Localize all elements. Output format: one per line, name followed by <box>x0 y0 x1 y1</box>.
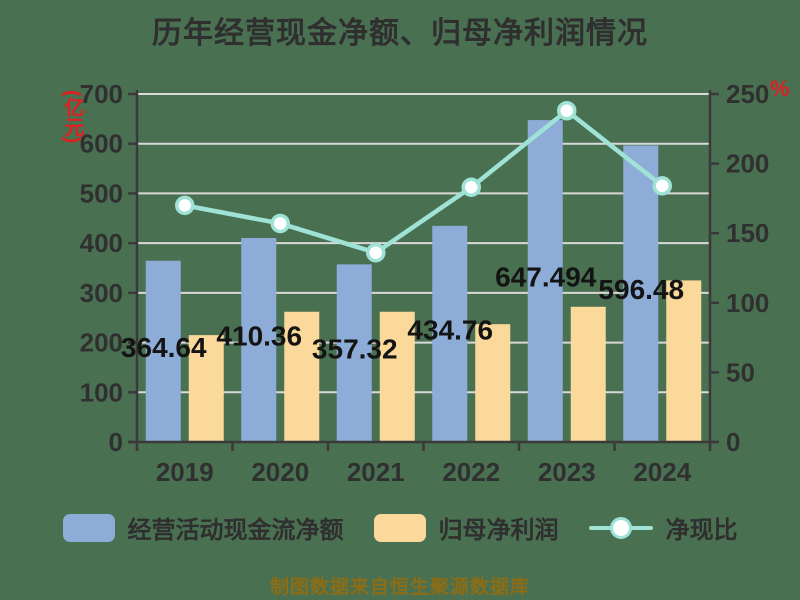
legend-swatch-blue-bar <box>62 513 115 542</box>
line-marker <box>366 242 386 263</box>
bar-net-profit <box>188 335 224 442</box>
left-axis-tick-label: 0 <box>109 427 123 457</box>
x-axis-category-label: 2023 <box>538 457 596 487</box>
line-marker <box>461 177 481 198</box>
bar-data-label: 596.48 <box>598 274 684 305</box>
bar-operating-cash-flow <box>336 264 372 442</box>
left-axis-tick-label: 100 <box>80 377 123 407</box>
chart-title: 历年经营现金净额、归母净利润情况 <box>152 17 648 50</box>
right-axis-unit-label: % <box>770 76 790 101</box>
line-marker <box>557 100 577 121</box>
left-axis-tick-label: 500 <box>80 178 123 208</box>
right-axis-tick-label: 150 <box>726 218 769 248</box>
bar-data-label: 357.32 <box>312 334 398 365</box>
legend-item-net-cash-ratio[interactable]: 净现比 <box>588 510 738 545</box>
legend-label-net-profit: 归母净利润 <box>438 517 559 544</box>
bar-operating-cash-flow <box>241 237 277 442</box>
x-axis-category-label: 2021 <box>347 457 405 487</box>
legend-line-marker-icon <box>588 514 653 542</box>
left-axis-tick-label: 700 <box>80 79 123 109</box>
left-axis-unit-label: (亿元) <box>61 90 83 144</box>
bar-net-profit <box>570 306 606 442</box>
legend-swatch-yellow-bar <box>373 513 426 542</box>
bar-operating-cash-flow <box>527 120 563 442</box>
x-axis-category-label: 2020 <box>251 457 309 487</box>
line-marker <box>652 176 672 196</box>
source-note: 制图数据来自恒生聚源数据库 <box>269 577 530 598</box>
left-axis-tick-label: 400 <box>80 228 123 258</box>
bar-data-label: 434.76 <box>407 314 493 345</box>
right-axis-tick-label: 250 <box>726 79 769 109</box>
combo-chart-plot: 0 100 200 300 400 500 600 700 0 50 100 150 200 250 201… <box>80 79 770 487</box>
right-axis-tick-label: 200 <box>726 149 769 179</box>
bar-data-label: 410.36 <box>216 320 302 351</box>
x-axis-category-label: 2019 <box>156 457 214 487</box>
legend-label-operating-cash-flow: 经营活动现金流净额 <box>127 517 344 544</box>
left-axis-tick-label: 600 <box>80 129 123 159</box>
bar-net-profit <box>284 311 320 442</box>
bar-data-label: 647.494 <box>495 262 597 293</box>
chart-legend: 经营活动现金流净额 归母净利润 净现比 <box>0 510 800 545</box>
bar-operating-cash-flow <box>623 145 659 442</box>
x-axis-category-label: 2022 <box>442 457 500 487</box>
bar-net-profit <box>666 280 702 442</box>
legend-item-net-profit[interactable]: 归母净利润 <box>373 510 559 545</box>
legend-label-net-cash-ratio: 净现比 <box>665 517 738 544</box>
line-marker <box>175 195 195 216</box>
line-marker <box>270 213 290 234</box>
bar-operating-cash-flow <box>432 225 468 442</box>
x-axis-category-label: 2024 <box>633 457 691 487</box>
bar-data-label: 364.64 <box>121 332 207 363</box>
left-axis-tick-label: 200 <box>80 328 123 358</box>
right-axis-tick-label: 50 <box>726 357 755 387</box>
bar-net-profit <box>379 311 415 442</box>
right-axis-tick-label: 0 <box>726 427 740 457</box>
left-axis-tick-label: 300 <box>80 278 123 308</box>
net-cash-ratio-line <box>182 108 665 255</box>
bar-operating-cash-flow <box>145 260 181 442</box>
bar-net-profit <box>475 324 511 442</box>
legend-item-operating-cash-flow[interactable]: 经营活动现金流净额 <box>62 510 344 545</box>
right-axis-tick-label: 100 <box>726 288 769 318</box>
